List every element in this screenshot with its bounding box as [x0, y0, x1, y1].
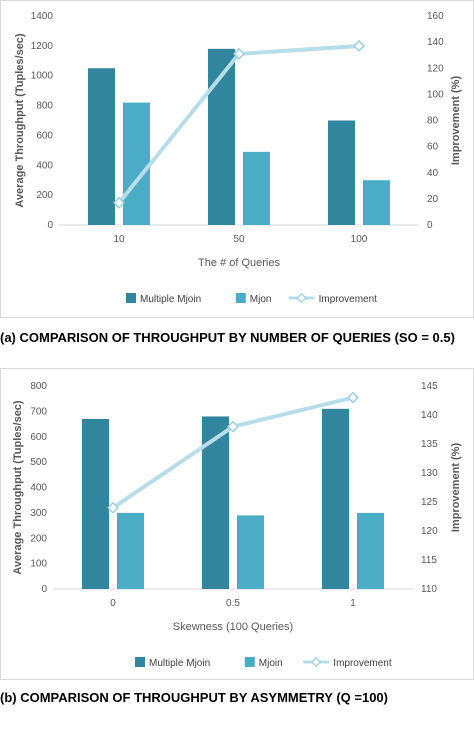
y-axis-title: Average Throughput (Tuples/sec): [12, 400, 24, 575]
x-axis-title: The # of Queries: [198, 257, 280, 269]
y-axis-title: Average Throughput (Tuples/sec): [14, 33, 26, 208]
y2-tick-label: 40: [427, 168, 439, 179]
y-tick-label: 1200: [31, 41, 54, 52]
y-tick-label: 100: [30, 559, 47, 570]
y2-tick-label: 160: [427, 11, 444, 22]
chart-a-panel: 0 200 400 600 800 1000 1200 1400 0 20 40 60 80 100 120…: [0, 0, 474, 320]
improvement-marker: [352, 40, 366, 53]
legend-label-improvement: Improvement: [319, 294, 378, 305]
y-tick-label: 200: [36, 190, 53, 201]
y-tick-label: 600: [30, 432, 47, 443]
bar-mjon: [123, 102, 150, 225]
legend-swatch-multiple-mjoin: [135, 657, 145, 667]
bar-multiple-mjoin: [88, 68, 115, 225]
bar-multiple-mjoin: [202, 416, 229, 589]
y-tick-label: 600: [36, 130, 53, 141]
x-tick-label: 50: [233, 234, 245, 245]
y-tick-label: 300: [30, 508, 47, 519]
y-tick-label: 1000: [31, 71, 54, 82]
y2-tick-label: 0: [427, 220, 433, 231]
y2-tick-label: 135: [421, 439, 438, 450]
y-tick-label: 400: [30, 483, 47, 494]
bar-multiple-mjoin: [322, 408, 349, 589]
chart-a-frame: 0 200 400 600 800 1000 1200 1400 0 20 40 60 80 100 120…: [0, 0, 474, 318]
legend-swatch-multiple-mjoin: [126, 293, 136, 303]
y2-tick-label: 80: [427, 116, 439, 127]
improvement-line: [111, 395, 354, 510]
y-tick-label: 800: [30, 381, 47, 392]
improvement-marker: [106, 501, 120, 514]
chart-a: 0 200 400 600 800 1000 1200 1400 0 20 40 60 80 100 120…: [14, 11, 462, 305]
bar-mjoin: [357, 512, 384, 589]
improvement-marker: [112, 196, 126, 209]
y-tick-label: 200: [30, 533, 47, 544]
legend-label-mjoin: Mjoin: [259, 658, 283, 669]
improvement-line: [117, 44, 360, 205]
y2-tick-label: 125: [421, 497, 438, 508]
y2-tick-label: 120: [427, 63, 444, 74]
improvement-marker: [226, 420, 240, 433]
y2-tick-label: 20: [427, 194, 439, 205]
x-tick-label: 0: [110, 598, 116, 609]
y2-tick-label: 60: [427, 142, 439, 153]
y2-tick-label: 145: [421, 381, 438, 392]
y2-tick-label: 140: [421, 410, 438, 421]
bar-mjon: [363, 180, 390, 225]
chart-a-caption: (a) COMPARISON OF THROUGHPUT BY NUMBER O…: [0, 330, 455, 345]
bar-multiple-mjoin: [328, 120, 355, 225]
chart-b-frame: 0 100 200 300 400 500 600 700 800 110 115 120 125 130…: [0, 368, 474, 680]
legend-swatch-mjon: [235, 293, 246, 303]
y2-tick-label: 100: [427, 89, 444, 100]
improvement-marker: [346, 391, 360, 404]
legend-label-multiple-mjoin: Multiple Mjoin: [140, 294, 201, 305]
legend-marker-improvement: [296, 292, 307, 304]
x-tick-label: 100: [351, 234, 368, 245]
legend-marker-improvement: [311, 656, 322, 668]
legend-label-multiple-mjoin: Multiple Mjoin: [149, 658, 210, 669]
x-tick-label: 1: [350, 598, 356, 609]
y-tick-label: 500: [30, 457, 47, 468]
y2-tick-label: 140: [427, 37, 444, 48]
chart-b-panel: 0 100 200 300 400 500 600 700 800 110 115 120 125 130…: [0, 368, 474, 680]
x-axis-title: Skewness (100 Queries): [173, 621, 293, 633]
y-tick-label: 0: [47, 220, 53, 231]
legend-label-mjon: Mjon: [250, 294, 272, 305]
x-tick-label: 10: [113, 234, 125, 245]
bar-mjoin: [237, 515, 264, 589]
y2-tick-label: 115: [421, 555, 437, 566]
legend-swatch-mjoin: [244, 657, 255, 667]
y2-tick-label: 110: [421, 584, 437, 595]
y-tick-label: 0: [41, 584, 47, 595]
y-tick-label: 700: [30, 406, 47, 417]
legend-label-improvement: Improvement: [333, 658, 392, 669]
y-tick-label: 1400: [31, 11, 54, 22]
y-tick-label: 400: [36, 160, 53, 171]
improvement-marker: [232, 47, 246, 60]
bar-multiple-mjoin: [82, 418, 109, 589]
y2-tick-label: 120: [421, 526, 438, 537]
bar-mjoin: [117, 512, 144, 589]
chart-b-caption: (b) COMPARISON OF THROUGHPUT BY ASYMMETR…: [0, 690, 388, 705]
y2-axis-title: Improvement (%): [450, 76, 462, 166]
chart-b: 0 100 200 300 400 500 600 700 800 110 115 120 125 130…: [12, 381, 462, 669]
bar-mjon: [243, 151, 270, 225]
y2-axis-title: Improvement (%): [450, 443, 462, 533]
y-tick-label: 800: [36, 101, 53, 112]
y2-tick-label: 130: [421, 468, 438, 479]
x-tick-label: 0.5: [226, 598, 240, 609]
